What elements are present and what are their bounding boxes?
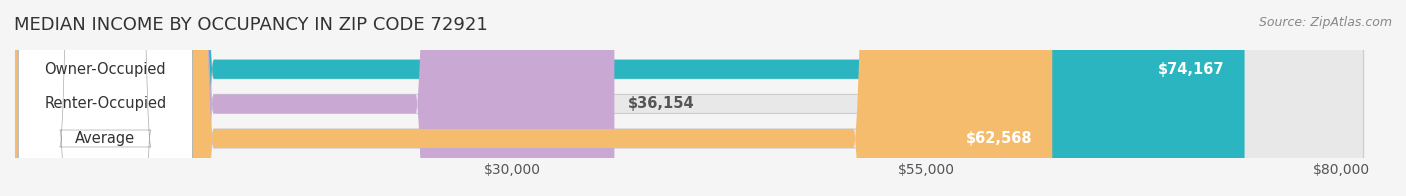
Text: MEDIAN INCOME BY OCCUPANCY IN ZIP CODE 72921: MEDIAN INCOME BY OCCUPANCY IN ZIP CODE 7… bbox=[14, 16, 488, 34]
FancyBboxPatch shape bbox=[15, 0, 1364, 196]
FancyBboxPatch shape bbox=[18, 0, 193, 196]
FancyBboxPatch shape bbox=[18, 0, 193, 196]
Text: $74,167: $74,167 bbox=[1159, 62, 1225, 77]
Text: Average: Average bbox=[76, 131, 135, 146]
Text: Renter-Occupied: Renter-Occupied bbox=[44, 96, 166, 111]
FancyBboxPatch shape bbox=[18, 0, 193, 196]
FancyBboxPatch shape bbox=[15, 0, 1364, 196]
Text: $36,154: $36,154 bbox=[627, 96, 695, 111]
FancyBboxPatch shape bbox=[15, 0, 1364, 196]
Text: Owner-Occupied: Owner-Occupied bbox=[45, 62, 166, 77]
FancyBboxPatch shape bbox=[15, 0, 614, 196]
FancyBboxPatch shape bbox=[15, 0, 1244, 196]
Text: Source: ZipAtlas.com: Source: ZipAtlas.com bbox=[1258, 16, 1392, 29]
Text: $62,568: $62,568 bbox=[966, 131, 1032, 146]
FancyBboxPatch shape bbox=[15, 0, 1052, 196]
